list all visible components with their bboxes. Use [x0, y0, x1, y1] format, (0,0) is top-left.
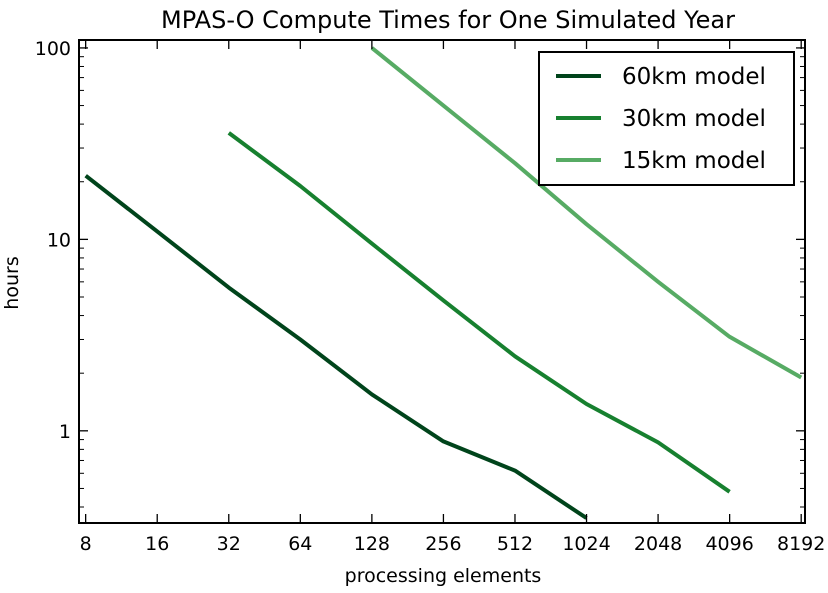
legend-label-2: 30km model [622, 106, 766, 132]
series-line-3 [370, 46, 803, 380]
x-tick-label: 8 [80, 533, 92, 555]
chart-title: MPAS-O Compute Times for One Simulated Y… [161, 6, 735, 34]
series-layer [84, 46, 803, 520]
y-tick-label: 10 [47, 229, 71, 251]
y-tick-label: 100 [35, 38, 71, 60]
x-axis-label: processing elements [345, 565, 542, 587]
x-tick-label: 32 [217, 533, 241, 555]
x-tick-label: 512 [497, 533, 533, 555]
legend-label-3: 15km model [622, 148, 766, 174]
ticks-layer: 8 16 32 64 128 256 512 1024 2048 4096 8192 1 10 100 [35, 38, 826, 555]
x-tick-label: 1024 [562, 533, 610, 555]
x-tick-label: 64 [288, 533, 312, 555]
series-line-2 [227, 131, 731, 494]
y-tick-label: 1 [59, 421, 71, 443]
legend-label-1: 60km model [622, 64, 766, 90]
x-tick-label: 2048 [634, 533, 682, 555]
x-tick-label: 16 [145, 533, 169, 555]
legend: 60km model 30km model 15km model [538, 51, 795, 186]
series-line-1 [84, 174, 588, 520]
y-axis-label: hours [1, 256, 23, 309]
x-tick-label: 4096 [705, 533, 753, 555]
x-tick-label: 8192 [777, 533, 825, 555]
x-tick-label: 128 [354, 533, 390, 555]
x-tick-label: 256 [425, 533, 461, 555]
